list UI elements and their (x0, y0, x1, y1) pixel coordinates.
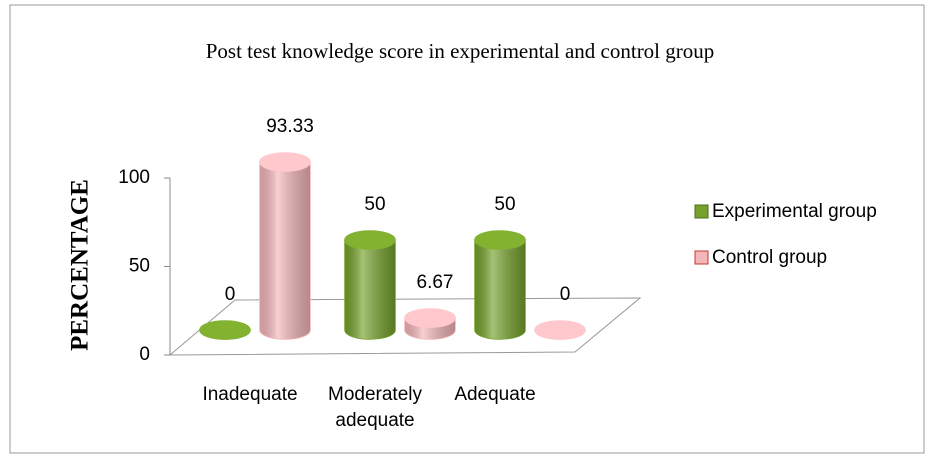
value-label: 0 (560, 284, 571, 305)
cylinder-shade (475, 240, 525, 339)
y-tick-label: 50 (129, 256, 150, 277)
cylinder-shade (345, 240, 395, 339)
cylinder-top (344, 230, 396, 250)
cylinder-top (199, 320, 251, 340)
cylinder-top (474, 230, 526, 250)
legend-swatch (694, 250, 709, 265)
x-tick-label: Moderately adequate (328, 384, 422, 431)
cylinder-top (404, 308, 456, 328)
chart-title: Post test knowledge score in experimenta… (206, 39, 715, 63)
cylinder-shade (260, 162, 310, 339)
y-tick-label: 0 (139, 344, 150, 365)
value-label: 50 (364, 194, 385, 215)
x-tick-label: Adequate (454, 384, 536, 405)
chart-border (9, 4, 925, 454)
legend-label: Control group (712, 247, 827, 268)
legend-swatch (694, 204, 709, 219)
value-label: 0 (225, 284, 236, 305)
value-label: 93.33 (266, 116, 314, 137)
cylinder-top (534, 320, 586, 340)
value-label: 50 (494, 194, 515, 215)
x-tick-label: Inadequate (202, 384, 298, 405)
y-tick-label: 100 (118, 167, 150, 188)
legend-label: Experimental group (712, 201, 877, 222)
value-label: 6.67 (417, 272, 454, 293)
cylinder-top (259, 152, 311, 172)
y-axis-label: PERCENTAGE (67, 179, 94, 351)
